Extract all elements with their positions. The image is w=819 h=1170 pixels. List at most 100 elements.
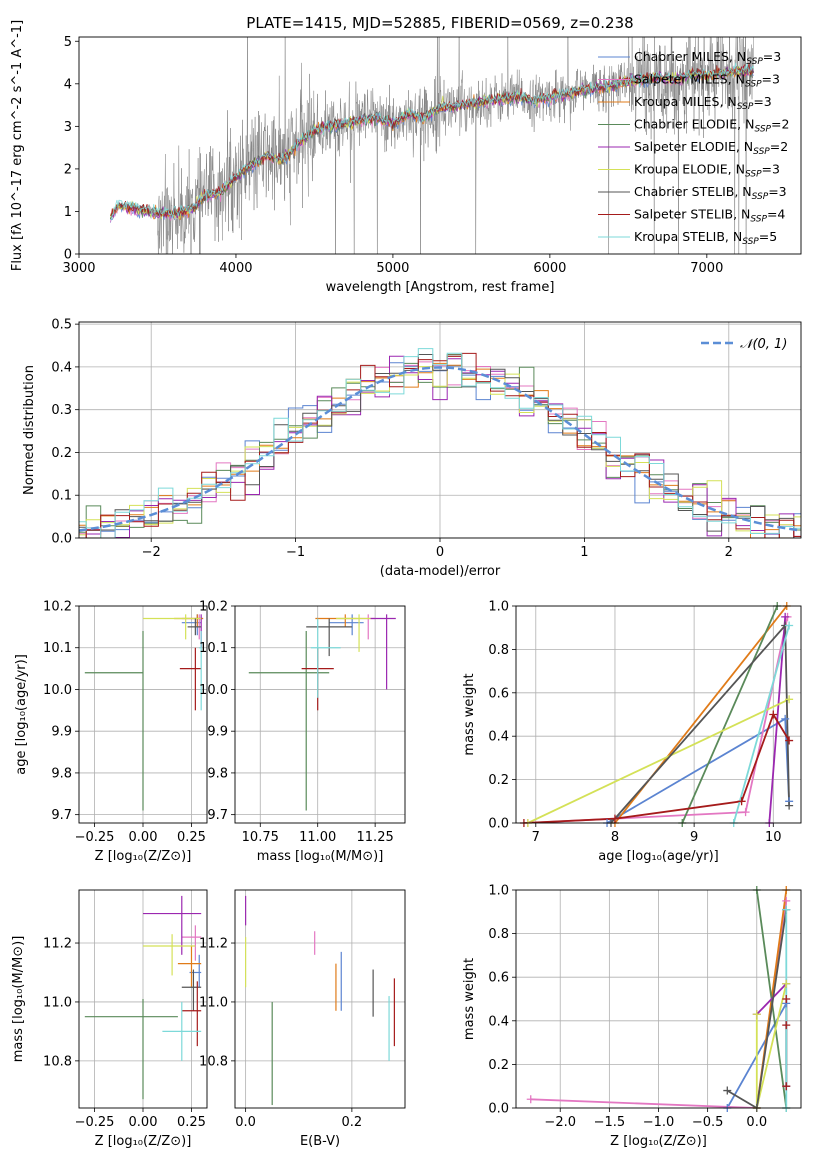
weight-series-line bbox=[756, 983, 787, 1015]
weight-series-line bbox=[681, 606, 779, 823]
ytick-label: 0.4 bbox=[488, 1014, 509, 1029]
plot-area-spectrum bbox=[110, 37, 754, 254]
legend-label: Chabrier ELODIE, NSSP=2 bbox=[634, 117, 789, 135]
xtick-label: 10.75 bbox=[242, 830, 279, 845]
ytick-label: 4 bbox=[64, 77, 72, 92]
ytick-label: 0.8 bbox=[488, 643, 509, 658]
plot-area-z-age bbox=[79, 606, 207, 823]
weight-series-line bbox=[527, 616, 789, 823]
x-axis-label: Z [log₁₀(Z/Z⊙)] bbox=[95, 849, 192, 864]
ytick-label: 0.6 bbox=[488, 971, 509, 986]
weight-point-marker bbox=[782, 896, 791, 905]
x-axis-label: E(B-V) bbox=[300, 1134, 340, 1149]
xtick-label: 9 bbox=[690, 830, 698, 845]
xtick-label: 5000 bbox=[376, 261, 409, 276]
xtick-label: −2 bbox=[142, 545, 161, 560]
xtick-label: 0.0 bbox=[235, 1115, 256, 1130]
ytick-label: 1.0 bbox=[488, 600, 509, 615]
legend: Chabrier MILES, NSSP=3 Salpeter MILES, NS… bbox=[598, 49, 789, 247]
legend-label: Salpeter ELODIE, NSSP=2 bbox=[634, 139, 788, 157]
legend-label: 𝒩(0, 1) bbox=[740, 337, 787, 352]
ytick-label: 3 bbox=[64, 120, 72, 135]
legend-label: Chabrier MILES, NSSP=3 bbox=[634, 49, 781, 67]
ytick-label: 0.8 bbox=[488, 927, 509, 942]
panel-spectrum: 0 1 2 3 4 5 3000 4000 5000 6000 7000 wavelength [An… bbox=[10, 14, 802, 295]
legend-label: Chabrier STELIB, NSSP=3 bbox=[634, 184, 787, 202]
ytick-label: 10.1 bbox=[43, 641, 72, 656]
axes-frame bbox=[234, 605, 406, 824]
panel-z-age: 9.7 9.8 9.9 10.0 10.1 10.2 −0.25 0.00 0.25 Z [log… bbox=[14, 600, 208, 864]
legend-label: Kroupa MILES, NSSP=3 bbox=[634, 94, 772, 112]
xtick-label: 0.0 bbox=[746, 1115, 767, 1130]
chart-title: PLATE=1415, MJD=52885, FIBERID=0569, z=0… bbox=[246, 14, 633, 32]
xtick-label: −1.0 bbox=[643, 1115, 675, 1130]
panel-age-weight: 0.0 0.2 0.4 0.6 0.8 1.0 7 8 9 10 age [log₁₀(age/yr… bbox=[462, 600, 802, 864]
y-axis-label: Flux [fλ 10^-17 erg cm^-2 s^-1 A^-1] bbox=[10, 20, 25, 271]
weight-point-marker bbox=[723, 1086, 732, 1095]
xtick-label: 10 bbox=[765, 830, 782, 845]
ytick-label: 0.2 bbox=[51, 446, 72, 461]
weight-point-marker bbox=[785, 736, 794, 745]
legend-label: Salpeter STELIB, NSSP=4 bbox=[634, 207, 785, 225]
y-axis-label: age [log₁₀(age/yr)] bbox=[14, 654, 29, 775]
ytick-label: 0.1 bbox=[51, 489, 72, 504]
model-series-line bbox=[110, 62, 754, 221]
weight-series-line bbox=[755, 983, 788, 1108]
ytick-label: 9.8 bbox=[207, 766, 228, 781]
ytick-label: 1 bbox=[64, 205, 72, 220]
weight-point-marker bbox=[781, 714, 790, 723]
ytick-label: 0.4 bbox=[488, 730, 509, 745]
plot-area-residuals bbox=[79, 322, 801, 538]
ytick-label: 9.9 bbox=[207, 725, 228, 740]
axes-frame bbox=[234, 889, 406, 1109]
ytick-label: 10.2 bbox=[199, 600, 228, 615]
plot-area-age-weight bbox=[516, 606, 801, 823]
xtick-label: 0.2 bbox=[342, 1115, 363, 1130]
xtick-label: 0 bbox=[436, 545, 444, 560]
weight-point-marker bbox=[782, 979, 791, 988]
axes-frame bbox=[515, 889, 802, 1109]
ytick-label: 5 bbox=[64, 35, 72, 50]
weight-point-marker bbox=[752, 1010, 761, 1019]
histogram-series bbox=[79, 354, 801, 538]
axes-frame bbox=[78, 36, 802, 255]
ytick-label: 9.7 bbox=[207, 808, 228, 823]
weight-point-marker bbox=[785, 621, 794, 630]
x-axis-label: wavelength [Angstrom, rest frame] bbox=[326, 280, 555, 295]
xtick-label: −1 bbox=[286, 545, 305, 560]
ytick-label: 9.8 bbox=[51, 766, 72, 781]
panel-ebv-mass: 10.8 11.0 11.2 0.0 0.2E(B-V) bbox=[199, 889, 406, 1149]
ytick-label: 0.4 bbox=[51, 360, 72, 375]
plot-area-z-weight bbox=[516, 890, 801, 1108]
ytick-label: 9.7 bbox=[51, 808, 72, 823]
xtick-label: 11.25 bbox=[357, 830, 394, 845]
ytick-label: 0.0 bbox=[51, 532, 72, 547]
panel-z-weight: 0.0 0.2 0.4 0.6 0.8 1.0 −2.0 −1.5 −1.0 −0.5 0.0 Z [… bbox=[462, 884, 802, 1149]
x-axis-label: (data-model)/error bbox=[380, 564, 501, 579]
xtick-label: −2.0 bbox=[544, 1115, 576, 1130]
plot-area-ebv-mass bbox=[235, 890, 405, 1108]
histogram-series bbox=[79, 348, 801, 538]
axes-frame bbox=[78, 889, 208, 1109]
ytick-label: 11.2 bbox=[199, 937, 228, 952]
y-axis-label: mass [log₁₀(M/M⊙)] bbox=[11, 936, 26, 1063]
histogram-series bbox=[79, 362, 801, 538]
weight-point-marker bbox=[741, 808, 750, 817]
xtick-label: 0.00 bbox=[129, 1115, 158, 1130]
xtick-label: −1.5 bbox=[594, 1115, 626, 1130]
weight-point-marker bbox=[785, 801, 794, 810]
ytick-label: 0.6 bbox=[488, 686, 509, 701]
xtick-label: 8 bbox=[611, 830, 619, 845]
weight-point-marker bbox=[782, 995, 791, 1003]
weight-point-marker bbox=[785, 695, 794, 704]
y-axis-label: mass weight bbox=[462, 673, 477, 755]
ytick-label: 10.0 bbox=[199, 683, 228, 698]
axes-frame bbox=[515, 605, 802, 824]
plot-area-z-mass bbox=[79, 890, 207, 1108]
x-axis-label: Z [log₁₀(Z/Z⊙)] bbox=[95, 1134, 192, 1149]
panel-z-mass: 10.8 11.0 11.2 −0.25 0.00 0.25 Z [log₁₀(Z/Z⊙)]… bbox=[11, 889, 208, 1149]
histogram-series bbox=[79, 354, 801, 536]
weight-series-line bbox=[610, 623, 790, 823]
xtick-label: 0.25 bbox=[177, 1115, 206, 1130]
